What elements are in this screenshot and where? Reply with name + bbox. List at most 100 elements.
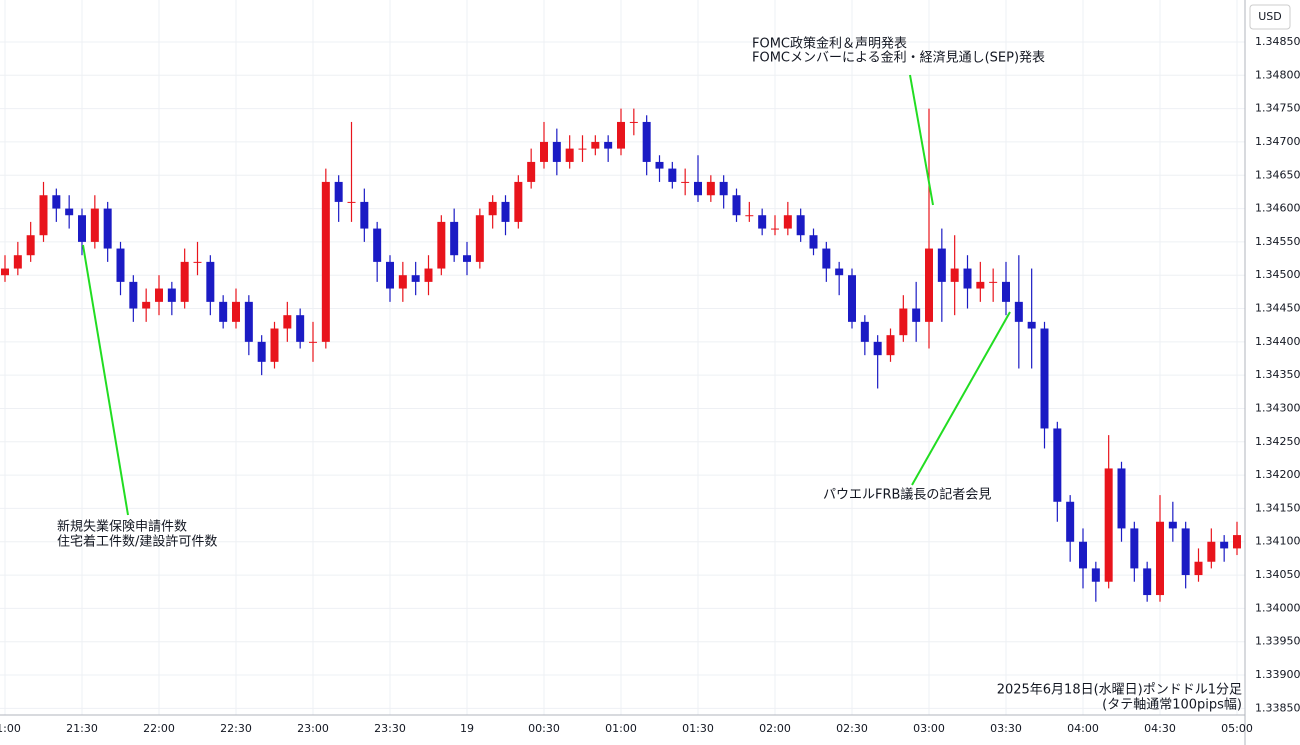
candle-body [232,301,240,322]
candle-body [386,261,394,289]
y-tick-label: 1.34100 [1255,535,1300,548]
candle-body [1143,568,1152,596]
candle-body [976,281,985,289]
candle-body [193,261,202,263]
candle-body [1104,468,1113,582]
candle-body [1002,281,1010,302]
candle-body [873,341,882,356]
candle-body [642,121,651,162]
candle-body [1117,468,1126,529]
candle-body [835,268,844,276]
candle-body [963,268,972,289]
candle-body [103,208,112,249]
candle-body [257,341,266,362]
candle-body [655,161,664,169]
candle-body [540,141,548,162]
candle-body [629,121,638,123]
y-tick-label: 1.34300 [1255,401,1300,414]
x-tick-label: 02:00 [759,722,791,735]
candle-body [501,201,510,222]
candle-body [26,235,35,256]
candle-body [167,288,176,302]
candle-body [283,315,292,329]
candle-body [1207,541,1216,562]
candle-body [668,168,677,182]
x-tick-label: 03:00 [913,722,945,735]
candle-body [694,181,702,196]
candle-body [1,268,9,276]
candle-body [1014,301,1023,322]
x-tick-label: 19 [460,722,474,735]
candle-body [809,235,818,249]
annotation: 住宅着工件数/建設許可件数 [57,534,217,550]
candle-body [78,215,86,242]
candle-body [360,201,369,229]
candle-body [937,248,946,282]
x-tick-label: 21:30 [66,722,98,735]
y-tick-label: 1.34650 [1255,168,1300,181]
candle-body [155,288,163,302]
candle-body [719,181,728,196]
y-tick-label: 1.34850 [1255,35,1300,48]
candle-body [617,121,625,149]
y-tick-label: 1.34600 [1255,202,1300,215]
y-tick-label: 1.34700 [1255,135,1300,148]
candle-body [925,248,933,322]
caption: (タテ軸通常100pips幅) [1102,698,1242,713]
candle-body [822,248,831,269]
candle-body [732,195,741,216]
candle-body [244,301,253,342]
candle-body [270,328,279,362]
y-tick-label: 1.34500 [1255,268,1300,281]
candle-body [129,281,138,309]
candle-body [1220,541,1229,549]
candle-body [706,181,715,196]
x-tick-label: 02:30 [836,722,868,735]
candle-body [463,255,471,262]
candle-body [1066,501,1075,542]
y-tick-label: 1.34550 [1255,235,1300,248]
x-tick-label: 22:00 [143,722,175,735]
candle-body [681,181,690,183]
candle-body [848,275,856,322]
candle-body [90,208,99,242]
candle-body [796,215,805,236]
annotation: パウエルFRB議長の記者会見 [823,487,991,503]
x-tick-label: 04:30 [1144,722,1176,735]
candle-body [180,261,189,302]
candle-body [1079,541,1087,569]
candle-body [52,195,61,209]
candle-body [1156,521,1164,596]
candle-body [514,181,523,222]
candle-body [65,208,74,216]
x-tick-label: 05:00 [1221,722,1253,735]
candle-body [886,335,895,356]
candle-body [437,221,446,269]
y-tick-label: 1.34350 [1255,368,1300,381]
candle-body [912,308,921,322]
candle-body [398,275,407,289]
candle-body [450,221,459,256]
x-tick-label: 04:00 [1067,722,1099,735]
candle-body [552,141,561,162]
candle-body [334,181,343,202]
candle-body [142,301,151,309]
candle-body [219,301,228,322]
x-tick-label: 01:30 [682,722,714,735]
candle-body [591,141,600,149]
candle-body [1181,528,1190,576]
candle-body [758,215,767,229]
candle-body [488,201,497,216]
annotation-pointer [82,244,129,516]
annotation-pointer [909,74,934,206]
candle-body [309,341,317,343]
y-tick-label: 1.34450 [1255,302,1300,315]
y-tick-label: 1.34400 [1255,335,1300,348]
candle-body [39,195,48,236]
currency-label: USD [1258,10,1282,23]
candle-body [771,228,779,230]
annotation: FOMCメンバーによる金利・経済見通し(SEP)発表 [752,50,1045,66]
candle-body [116,248,125,282]
